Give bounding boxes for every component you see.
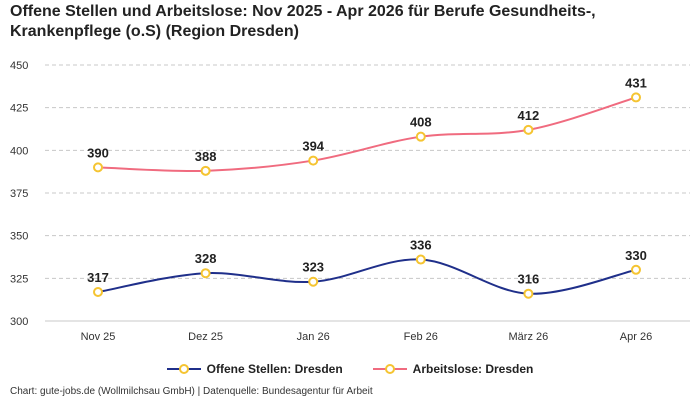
data-points xyxy=(93,92,641,299)
data-point[interactable] xyxy=(200,165,211,176)
data-point[interactable] xyxy=(523,124,534,135)
data-label: 336 xyxy=(410,238,432,253)
chart-title: Offene Stellen und Arbeitslose: Nov 2025… xyxy=(10,2,690,42)
y-tick-label: 450 xyxy=(10,60,28,72)
source-credit: Chart: gute-jobs.de (Wollmilchsau GmbH) … xyxy=(10,386,373,397)
data-point[interactable] xyxy=(308,276,319,287)
grid-lines xyxy=(45,64,690,322)
y-tick-label: 375 xyxy=(10,188,28,200)
y-tick-label: 325 xyxy=(10,273,28,285)
data-label: 330 xyxy=(625,248,647,263)
data-labels: 317 328 323 336 316 330 390 388 394 408 412 431 xyxy=(87,75,647,286)
data-point[interactable] xyxy=(200,268,211,279)
legend-swatch-offene-stellen xyxy=(166,362,201,376)
data-point[interactable] xyxy=(93,286,103,297)
y-tick-label: 350 xyxy=(10,231,28,243)
y-tick-label: 425 xyxy=(10,103,28,115)
data-point[interactable] xyxy=(415,131,426,142)
data-point[interactable] xyxy=(631,264,641,275)
data-label: 431 xyxy=(625,75,647,90)
legend-label-arbeitslose: Arbeitslose: Dresden xyxy=(412,362,534,376)
x-tick-label: Nov 25 xyxy=(81,331,116,343)
chart-title-line-1: Offene Stellen und Arbeitslose: Nov 2025… xyxy=(10,3,596,20)
x-tick-label: Dez 25 xyxy=(188,331,223,343)
legend: Offene Stellen: Dresden Arbeitslose: Dre… xyxy=(0,362,700,376)
data-label: 412 xyxy=(518,108,540,123)
data-label: 408 xyxy=(410,115,432,130)
data-label: 323 xyxy=(302,260,324,275)
data-label: 390 xyxy=(87,145,109,160)
legend-swatch-arbeitslose xyxy=(372,362,407,376)
data-label: 394 xyxy=(302,139,324,154)
data-label: 317 xyxy=(87,270,109,285)
data-point[interactable] xyxy=(631,92,641,103)
x-tick-label: Apr 26 xyxy=(620,331,652,343)
data-point[interactable] xyxy=(523,288,534,299)
data-label: 316 xyxy=(518,272,540,287)
data-label: 328 xyxy=(195,251,217,266)
x-tick-label: Feb 26 xyxy=(404,331,438,343)
x-tick-label: Jan 26 xyxy=(297,331,330,343)
series-line-0 xyxy=(97,258,637,295)
series-lines xyxy=(97,96,637,295)
chart-title-line-2: Krankenpflege (o.S) (Region Dresden) xyxy=(10,23,299,40)
series-line-1 xyxy=(97,96,637,173)
data-label: 388 xyxy=(195,149,217,164)
data-point[interactable] xyxy=(415,254,426,265)
legend-label-offene-stellen: Offene Stellen: Dresden xyxy=(206,362,343,376)
data-point[interactable] xyxy=(93,162,103,173)
legend-item-arbeitslose[interactable]: Arbeitslose: Dresden xyxy=(372,362,534,376)
x-tick-label: März 26 xyxy=(509,331,549,343)
y-tick-label: 400 xyxy=(10,145,28,157)
x-axis-ticks: Nov 25 Dez 25 Jan 26 Feb 26 März 26 Apr 26 xyxy=(81,331,653,343)
y-axis-ticks: 300 325 350 375 400 425 450 xyxy=(10,60,28,328)
data-point[interactable] xyxy=(308,155,319,166)
legend-item-offene-stellen[interactable]: Offene Stellen: Dresden xyxy=(166,362,343,376)
y-tick-label: 300 xyxy=(10,316,28,328)
